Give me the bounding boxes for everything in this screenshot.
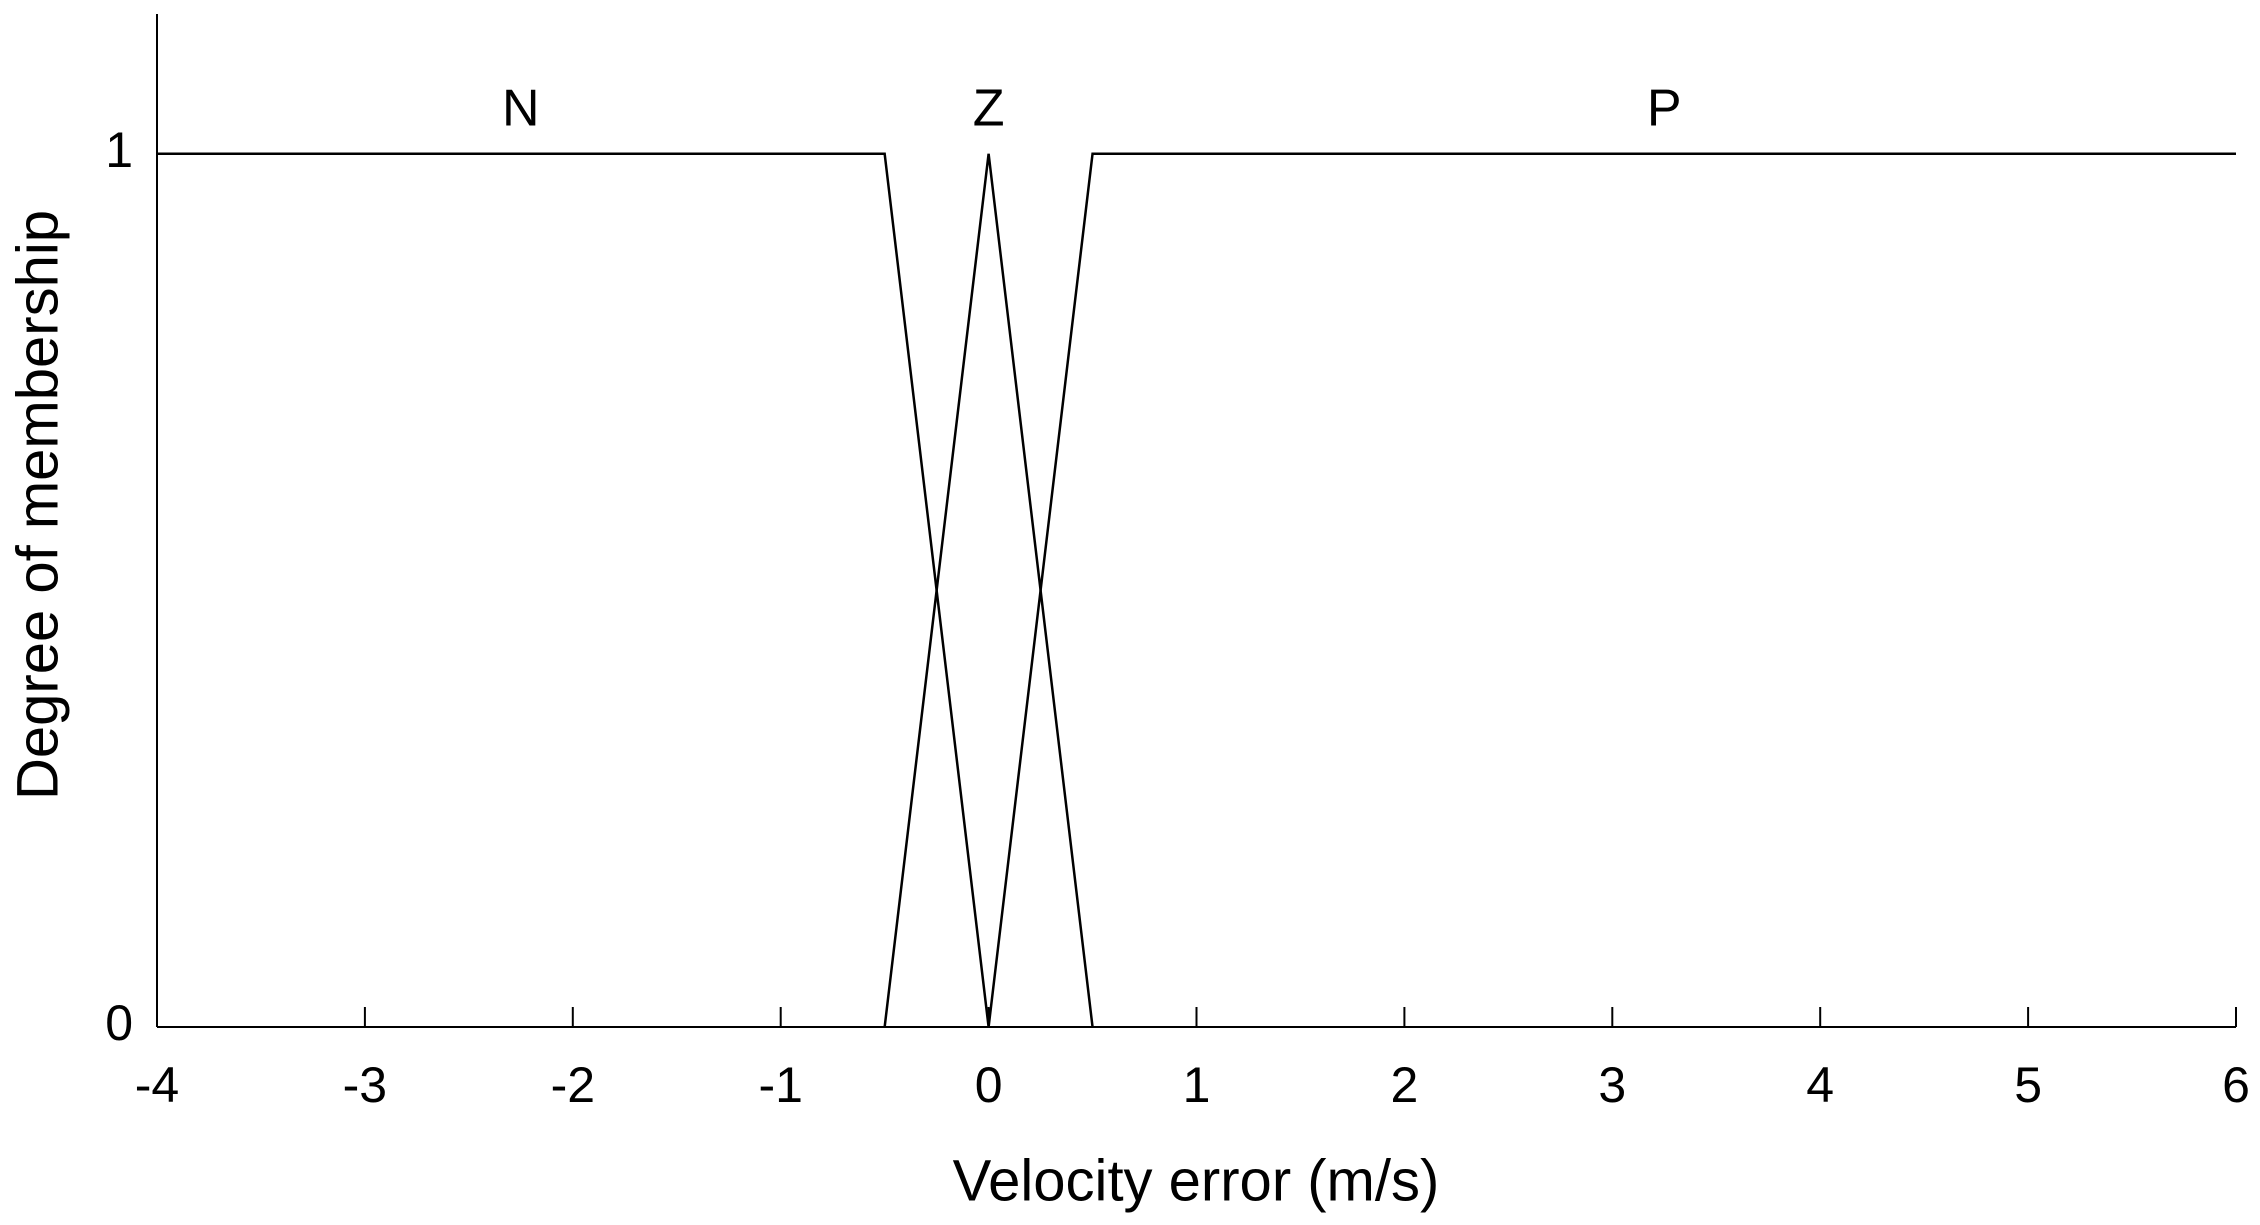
x-tick-label: -1 <box>758 1057 802 1113</box>
y-axis-title: Degree of membership <box>5 210 70 800</box>
x-tick-label: 6 <box>2222 1057 2250 1113</box>
x-tick-label: 2 <box>1390 1057 1418 1113</box>
membership-line <box>883 153 1094 1028</box>
x-tick-label: 4 <box>1806 1057 1834 1113</box>
x-axis-title: Velocity error (m/s) <box>953 1148 1440 1213</box>
x-tick-label: 5 <box>2014 1057 2042 1113</box>
x-tick-label: 1 <box>1183 1057 1211 1113</box>
membership-line <box>987 152 2236 1028</box>
x-tick-label: -3 <box>343 1057 387 1113</box>
y-tick-label: 1 <box>105 122 133 178</box>
x-tick-label: -4 <box>135 1057 179 1113</box>
series-label: Z <box>973 79 1005 137</box>
x-tick-label: -2 <box>551 1057 595 1113</box>
series-label: P <box>1647 79 1682 137</box>
series-label: N <box>502 79 540 137</box>
x-tick-label: 0 <box>975 1057 1003 1113</box>
y-tick-label: 0 <box>105 995 133 1051</box>
membership-line <box>157 152 990 1028</box>
x-tick-label: 3 <box>1598 1057 1626 1113</box>
